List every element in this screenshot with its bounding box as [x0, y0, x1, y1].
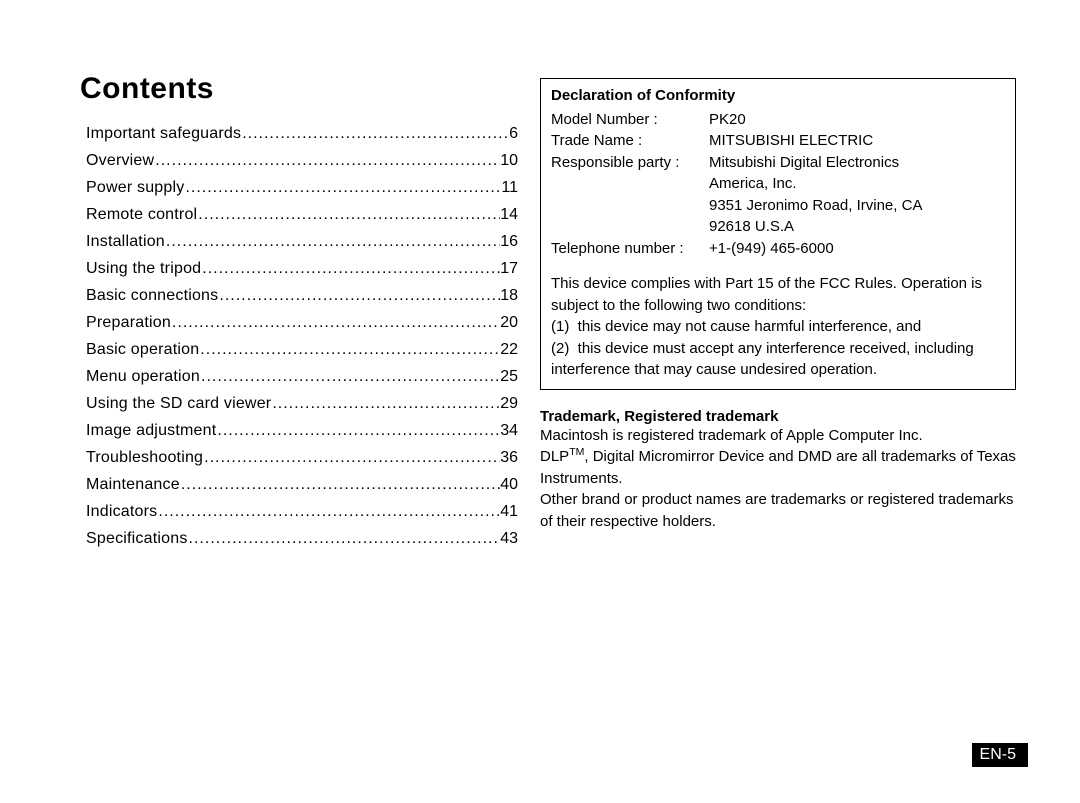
declaration-box: Declaration of Conformity Model Number :…: [540, 78, 1016, 390]
declaration-label: Trade Name :: [551, 130, 709, 152]
declaration-value: +1-(949) 465-6000: [709, 238, 1005, 260]
toc-leader-dots: [241, 120, 509, 147]
toc-label: Menu operation: [86, 363, 200, 390]
declaration-value-line: 9351 Jeronimo Road, Irvine, CA: [709, 195, 1005, 217]
toc-leader-dots: [218, 282, 500, 309]
declaration-value-line: Mitsubishi Digital Electronics: [709, 152, 1005, 174]
declaration-row: Model Number :PK20: [551, 109, 1005, 131]
toc-label: Using the SD card viewer: [86, 390, 271, 417]
toc-page-number: 25: [500, 363, 518, 390]
right-column: Declaration of Conformity Model Number :…: [540, 78, 1016, 532]
toc-row: Troubleshooting 36: [86, 444, 518, 471]
toc-label: Basic connections: [86, 282, 218, 309]
toc-label: Installation: [86, 228, 165, 255]
toc-row: Basic operation 22: [86, 336, 518, 363]
toc-page-number: 14: [500, 201, 518, 228]
page-number: EN-5: [972, 743, 1028, 767]
toc-row: Menu operation 25: [86, 363, 518, 390]
toc-leader-dots: [197, 201, 500, 228]
declaration-value-line: PK20: [709, 109, 1005, 131]
toc-row: Important safeguards 6: [86, 120, 518, 147]
toc-label: Remote control: [86, 201, 197, 228]
table-of-contents: Important safeguards6Overview10Power sup…: [86, 120, 518, 552]
trademark-heading: Trademark, Registered trademark: [540, 408, 1016, 425]
toc-leader-dots: [199, 336, 500, 363]
declaration-label: Responsible party :: [551, 152, 709, 238]
toc-row: Power supply 11: [86, 174, 518, 201]
declaration-row: Responsible party :Mitsubishi Digital El…: [551, 152, 1005, 238]
declaration-rows: Model Number :PK20Trade Name :MITSUBISHI…: [551, 109, 1005, 260]
toc-leader-dots: [216, 417, 500, 444]
toc-leader-dots: [203, 444, 500, 471]
toc-page-number: 10: [500, 147, 518, 174]
toc-page-number: 41: [500, 498, 518, 525]
declaration-row: Trade Name :MITSUBISHI ELECTRIC: [551, 130, 1005, 152]
declaration-para-line: (2) this device must accept any interfer…: [551, 338, 1005, 381]
toc-label: Specifications: [86, 525, 188, 552]
toc-label: Using the tripod: [86, 255, 201, 282]
toc-leader-dots: [271, 390, 500, 417]
toc-label: Image adjustment: [86, 417, 216, 444]
toc-page-number: 34: [500, 417, 518, 444]
toc-row: Using the SD card viewer 29: [86, 390, 518, 417]
declaration-row: Telephone number :+1-(949) 465-6000: [551, 238, 1005, 260]
toc-page-number: 16: [500, 228, 518, 255]
toc-leader-dots: [188, 525, 501, 552]
toc-page-number: 6: [509, 120, 518, 147]
toc-page-number: 11: [501, 174, 518, 201]
toc-label: Preparation: [86, 309, 171, 336]
toc-page-number: 29: [500, 390, 518, 417]
declaration-value-line: 92618 U.S.A: [709, 216, 1005, 238]
toc-label: Troubleshooting: [86, 444, 203, 471]
toc-row: Overview 10: [86, 147, 518, 174]
trademark-body: Macintosh is registered trademark of App…: [540, 425, 1016, 533]
declaration-label: Telephone number :: [551, 238, 709, 260]
toc-page-number: 40: [500, 471, 518, 498]
toc-label: Maintenance: [86, 471, 180, 498]
toc-row: Using the tripod 17: [86, 255, 518, 282]
declaration-para-line: (1) this device may not cause harmful in…: [551, 316, 1005, 338]
toc-leader-dots: [200, 363, 500, 390]
declaration-value: PK20: [709, 109, 1005, 131]
declaration-value-line: America, Inc.: [709, 173, 1005, 195]
toc-leader-dots: [201, 255, 500, 282]
toc-label: Important safeguards: [86, 120, 241, 147]
toc-page-number: 18: [500, 282, 518, 309]
toc-leader-dots: [184, 174, 501, 201]
toc-label: Basic operation: [86, 336, 199, 363]
toc-leader-dots: [154, 147, 500, 174]
toc-row: Indicators 41: [86, 498, 518, 525]
toc-page-number: 20: [500, 309, 518, 336]
declaration-value: Mitsubishi Digital ElectronicsAmerica, I…: [709, 152, 1005, 238]
toc-page-number: 17: [500, 255, 518, 282]
toc-row: Basic connections 18: [86, 282, 518, 309]
toc-leader-dots: [180, 471, 500, 498]
toc-row: Image adjustment 34: [86, 417, 518, 444]
tm-superscript: TM: [569, 446, 584, 458]
declaration-heading: Declaration of Conformity: [551, 85, 1005, 107]
declaration-para-line: This device complies with Part 15 of the…: [551, 273, 1005, 316]
toc-row: Preparation 20: [86, 309, 518, 336]
manual-page: Contents Important safeguards 6 Overview 10…: [0, 0, 1080, 803]
toc-label: Power supply: [86, 174, 184, 201]
toc-row: Specifications 43: [86, 525, 518, 552]
toc-page-number: 43: [500, 525, 518, 552]
toc-row: Installation 16: [86, 228, 518, 255]
toc-leader-dots: [157, 498, 500, 525]
toc-page-number: 36: [500, 444, 518, 471]
page-title: Contents: [80, 72, 214, 106]
toc-row: Remote control 14: [86, 201, 518, 228]
toc-leader-dots: [171, 309, 500, 336]
declaration-value-line: +1-(949) 465-6000: [709, 238, 1005, 260]
toc-label: Overview: [86, 147, 154, 174]
toc-label: Indicators: [86, 498, 157, 525]
toc-page-number: 22: [500, 336, 518, 363]
trademark-text-post: , Digital Micromirror Device and DMD are…: [540, 448, 1016, 530]
declaration-value-line: MITSUBISHI ELECTRIC: [709, 130, 1005, 152]
toc-leader-dots: [165, 228, 500, 255]
declaration-value: MITSUBISHI ELECTRIC: [709, 130, 1005, 152]
declaration-label: Model Number :: [551, 109, 709, 131]
toc-row: Maintenance 40: [86, 471, 518, 498]
declaration-paragraph: This device complies with Part 15 of the…: [551, 273, 1005, 381]
